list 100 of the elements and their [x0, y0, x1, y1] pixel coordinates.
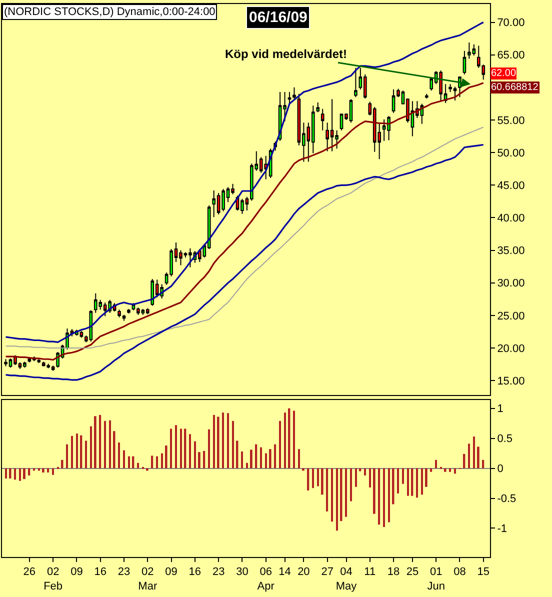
bar [383, 468, 385, 528]
bar [355, 468, 357, 487]
x-tick-label: 14 [278, 566, 291, 578]
candlestick [424, 93, 428, 99]
candlestick [292, 86, 296, 99]
y-tick-label: 65.00 [497, 50, 525, 62]
bar [279, 420, 281, 468]
bar [52, 468, 54, 475]
bar [232, 420, 234, 468]
bar [76, 434, 78, 468]
bar [435, 460, 437, 468]
bar [80, 435, 82, 468]
bar [477, 446, 480, 468]
bar [345, 468, 347, 517]
y-tick-label: 30.00 [497, 278, 525, 290]
bar [326, 468, 328, 512]
candlestick [458, 76, 462, 98]
bar [42, 468, 44, 472]
bar [444, 468, 446, 472]
bar [454, 468, 456, 474]
x-tick-label: 06 Apr [257, 566, 275, 592]
y-tick-label: 15.00 [497, 375, 525, 388]
y-tick-label: 70.00 [497, 17, 525, 30]
bar [288, 408, 290, 468]
y-tick-label: 50.00 [497, 147, 525, 160]
bar [246, 462, 248, 468]
bar [298, 449, 300, 468]
bar [416, 468, 418, 498]
chart-subtitle: 06/16/09 [249, 9, 308, 26]
bar [421, 468, 423, 495]
bar [293, 410, 295, 468]
annotation: 62.00 [491, 68, 516, 79]
bar [19, 468, 21, 481]
x-tick-label: 15 [477, 566, 490, 578]
bar [170, 428, 172, 468]
bar [388, 468, 390, 522]
bar [165, 446, 168, 468]
x-tick-label: 27 [321, 566, 334, 578]
x-tick-label: 09 [165, 566, 178, 578]
bar [284, 412, 286, 468]
bar [373, 468, 376, 514]
bar [255, 444, 258, 468]
bar [109, 420, 111, 468]
bar [180, 428, 182, 468]
bar [425, 468, 428, 487]
y-tick-label: 20.00 [497, 342, 525, 355]
x-tick-label: 02 Mar [138, 566, 158, 592]
bar [321, 468, 324, 495]
bar [104, 420, 106, 468]
bar [203, 450, 206, 468]
y-tick-label: 25.00 [497, 310, 525, 322]
bar [265, 453, 267, 468]
bar [397, 468, 399, 494]
x-tick-label: 09 [70, 566, 83, 578]
bar [217, 416, 220, 468]
x-tick-label: 08 [454, 566, 466, 578]
chart-title: (NORDIC STOCKS,D) Dynamic,0:00-24:00 [4, 6, 216, 18]
bar [118, 442, 120, 468]
bar [350, 468, 352, 502]
candlestick [146, 308, 150, 315]
x-tick-label: 30 [236, 566, 248, 578]
bar [71, 436, 73, 468]
bar [359, 468, 362, 472]
bar [146, 468, 148, 471]
y-tick-label: 35.00 [497, 245, 525, 258]
bar [94, 416, 96, 468]
y-tick-label: -0.5 [497, 493, 516, 506]
bar [307, 468, 310, 490]
bar [47, 468, 50, 472]
bar [411, 468, 414, 496]
bar [402, 468, 404, 484]
bar [463, 454, 466, 468]
bar [336, 468, 338, 531]
bar [128, 456, 130, 468]
x-tick-label: 26 [23, 566, 36, 578]
bar [151, 456, 154, 468]
bar [123, 450, 125, 468]
bar [222, 412, 224, 468]
bar [213, 414, 215, 468]
bar [14, 468, 16, 480]
x-tick-label: 16 [94, 566, 106, 578]
x-tick-label: 20 [298, 566, 310, 578]
bar [364, 468, 366, 476]
bar [23, 468, 26, 480]
bar [28, 468, 30, 476]
bar [369, 468, 371, 488]
y-tick-label: 1 [497, 403, 504, 416]
bar [90, 426, 92, 468]
bar [99, 414, 102, 468]
bar [175, 425, 177, 468]
bar [449, 468, 451, 472]
bar [430, 468, 432, 472]
bar [137, 462, 139, 468]
bar [468, 444, 470, 468]
bar [198, 452, 200, 468]
bar [227, 413, 229, 468]
bar [250, 450, 252, 468]
y-tick-label: 55.00 [497, 114, 525, 127]
bar [113, 431, 116, 468]
bar [407, 468, 409, 496]
